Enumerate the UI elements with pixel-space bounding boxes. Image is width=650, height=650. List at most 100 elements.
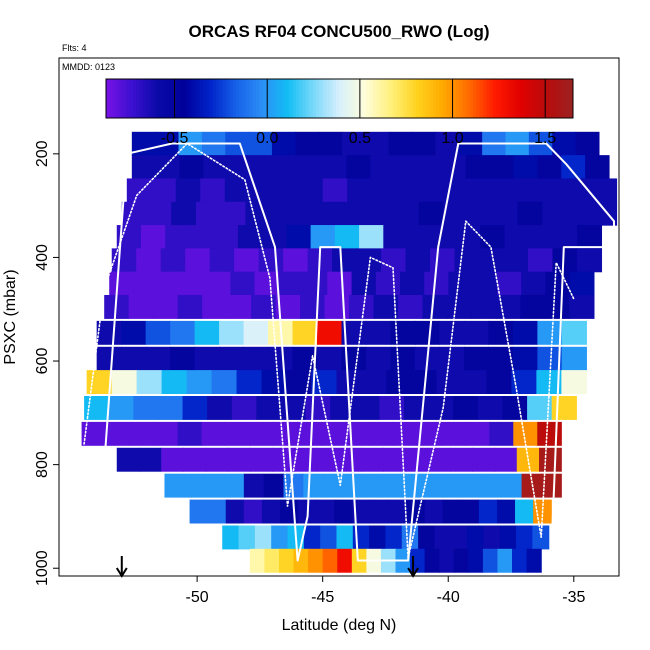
heatmap-cell (518, 178, 544, 203)
colorbar-strip (282, 79, 287, 118)
heatmap-cell (424, 548, 440, 573)
colorbar-strip (399, 79, 404, 118)
colorbar-strip (329, 79, 334, 118)
heatmap-cell (270, 201, 296, 226)
heatmap-cell (467, 525, 484, 550)
colorbar-strip (132, 79, 137, 118)
heatmap-cell (153, 294, 179, 319)
heatmap-cell (303, 271, 328, 296)
colorbar-strip (242, 79, 247, 118)
colorbar-strip (566, 79, 571, 118)
colorbar-strip (356, 79, 361, 118)
colorbar-strip (259, 79, 264, 118)
heatmap-cell (489, 155, 515, 180)
heatmap-cell (439, 548, 455, 573)
colorbar-strip (256, 79, 260, 118)
heatmap-cell (225, 421, 251, 446)
heatmap-cell (414, 320, 441, 345)
heatmap-cell (321, 421, 346, 446)
heatmap-cell (303, 473, 324, 498)
heatmap-cell (552, 248, 578, 273)
heatmap-cell (499, 525, 517, 550)
colorbar-strip (362, 79, 367, 118)
heatmap-cell (254, 525, 272, 550)
heatmap-cell (434, 525, 452, 550)
heatmap-cell (274, 155, 300, 180)
heatmap-cell (262, 225, 287, 249)
heatmap-cell (249, 421, 275, 446)
heatmap-cell (356, 248, 382, 273)
heatmap-cell (230, 271, 256, 296)
heatmap-cell (121, 320, 147, 345)
colorbar-strip (479, 79, 484, 118)
heatmap-cell (346, 155, 371, 180)
heatmap-cell (225, 499, 245, 524)
heatmap-cell (131, 131, 156, 156)
heatmap-cell (515, 499, 534, 524)
y-tick-label: 600 (34, 348, 51, 375)
heatmap-cell (202, 294, 228, 319)
colorbar-strip (136, 79, 140, 118)
heatmap-cell (182, 396, 208, 420)
heatmap-cell (453, 548, 469, 573)
heatmap-cell (286, 225, 312, 249)
heatmap-cell (512, 346, 538, 371)
heatmap-cell (243, 320, 269, 345)
heatmap-cell (243, 473, 265, 498)
colorbar-strip (559, 79, 564, 118)
colorbar-strip (209, 79, 214, 118)
colorbar-strip (109, 79, 114, 118)
colorbar-strip (532, 79, 537, 118)
colorbar-strip (202, 79, 207, 118)
heatmap-cell (323, 473, 344, 498)
heatmap-cell (379, 396, 405, 420)
heatmap-cell (293, 548, 309, 573)
heatmap-cell (211, 370, 238, 395)
colorbar-strip (212, 79, 217, 118)
x-tick-label: -45 (311, 589, 334, 606)
heatmap-cell (116, 225, 142, 249)
colorbar-strip (546, 79, 551, 118)
heatmap-cell (316, 499, 335, 524)
colorbar-strip (232, 79, 237, 118)
colorbar-strip (319, 79, 324, 118)
heatmap-cell (354, 396, 381, 420)
colorbar-strip (472, 79, 477, 118)
heatmap-cell (543, 178, 569, 203)
heatmap-cell (310, 225, 336, 249)
colorbar-tick-label: -0.5 (161, 130, 189, 147)
heatmap-cell (390, 320, 416, 345)
heatmap-cell (121, 201, 148, 226)
heatmap-cell (305, 396, 331, 420)
heatmap-cell (205, 447, 229, 472)
colorbar-strip (419, 79, 424, 118)
heatmap-cell (496, 499, 516, 524)
heatmap-cell (294, 201, 321, 226)
heatmap-cell (400, 271, 425, 296)
heatmap-cell (561, 370, 587, 395)
colorbar-strip (246, 79, 250, 118)
colorbar-strip (496, 79, 501, 118)
heatmap-cell (456, 225, 481, 249)
heatmap-cell (393, 421, 418, 446)
heatmap-cell (105, 421, 131, 446)
heatmap-cell (171, 201, 197, 226)
heatmap-cell (231, 396, 257, 420)
colorbar-strip (272, 79, 277, 118)
heatmap-cell (189, 499, 209, 524)
colorbar-strip (502, 79, 507, 118)
heatmap-cell (521, 271, 547, 296)
heatmap-cell (322, 548, 338, 573)
colorbar-strip (312, 79, 317, 118)
colorbar-ticks: -0.5 0.0 0.5 1.0 1.5 (161, 79, 556, 147)
heatmap-cell (322, 155, 348, 180)
heatmap-cell (439, 346, 465, 371)
heatmap-cell (334, 499, 353, 524)
heatmap-cell (569, 294, 595, 319)
heatmap-cell (145, 346, 171, 371)
heatmap-cell (502, 396, 528, 420)
colorbar-strip (569, 79, 574, 118)
heatmap-cell (243, 499, 263, 524)
colorbar-strip (359, 79, 364, 118)
heatmap-cell (151, 178, 177, 203)
